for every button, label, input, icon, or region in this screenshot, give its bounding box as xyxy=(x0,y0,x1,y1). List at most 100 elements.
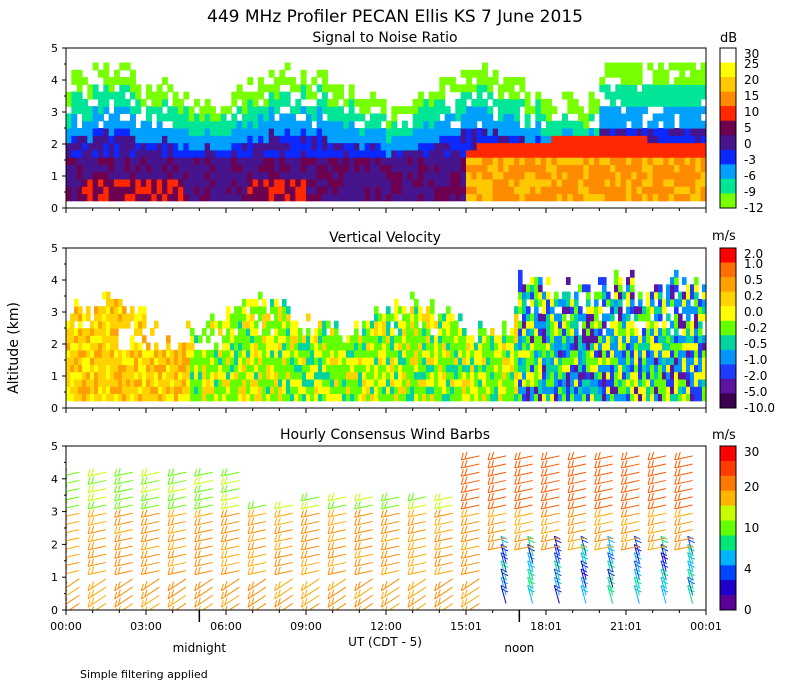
snr-cell xyxy=(87,178,94,187)
snr-cell xyxy=(471,193,478,202)
snr-cell xyxy=(578,128,584,136)
velocity-cell xyxy=(222,364,227,373)
velocity-cell xyxy=(250,298,255,307)
wind-barb-feather xyxy=(91,509,95,517)
velocity-cell xyxy=(514,313,519,322)
snr-cell xyxy=(663,164,670,173)
snr-cell xyxy=(66,120,72,129)
velocity-cell xyxy=(398,357,403,365)
velocity-cell xyxy=(634,342,639,351)
velocity-cell xyxy=(426,328,431,336)
snr-cell xyxy=(455,171,462,180)
snr-cell xyxy=(423,186,430,195)
velocity-cell xyxy=(498,393,503,402)
velocity-cell xyxy=(182,386,187,395)
velocity-cell xyxy=(342,386,347,395)
snr-cell xyxy=(418,135,424,144)
wind-barb-feather xyxy=(460,600,464,608)
snr-cell xyxy=(631,106,638,115)
wind-barb-feather xyxy=(117,533,121,542)
velocity-cell xyxy=(514,320,519,329)
velocity-cell xyxy=(94,328,99,336)
velocity-cell xyxy=(566,328,571,336)
velocity-cell xyxy=(390,393,395,402)
velocity-cell xyxy=(66,371,71,380)
snr-cell xyxy=(188,178,195,187)
snr-cell xyxy=(375,142,382,151)
velocity-cell xyxy=(330,393,335,402)
wind-barb-feather xyxy=(411,550,415,558)
snr-cell xyxy=(316,164,323,173)
snr-cell xyxy=(572,128,579,136)
snr-cell xyxy=(439,149,446,158)
snr-cell xyxy=(210,106,216,115)
velocity-cell xyxy=(478,386,483,395)
snr-cell xyxy=(604,91,611,100)
velocity-cell xyxy=(354,364,359,373)
velocity-cell xyxy=(438,342,443,351)
velocity-cell xyxy=(114,364,119,373)
velocity-cell xyxy=(590,342,595,351)
snr-cell xyxy=(684,113,691,122)
snr-cell xyxy=(546,186,552,195)
wind-barb xyxy=(194,586,213,600)
velocity-cell xyxy=(274,371,279,380)
snr-cell xyxy=(599,186,606,195)
snr-cell xyxy=(578,113,584,122)
snr-cell xyxy=(690,193,696,202)
snr-cell xyxy=(178,113,184,122)
velocity-cell xyxy=(210,393,215,402)
wind-barb xyxy=(167,545,187,551)
snr-cell xyxy=(268,135,275,144)
wind-barb xyxy=(647,504,667,510)
velocity-cell xyxy=(138,371,143,380)
wind-barb-feather xyxy=(434,559,438,567)
velocity-cell xyxy=(530,386,535,395)
velocity-cell xyxy=(334,393,339,402)
velocity-cell xyxy=(698,371,703,380)
velocity-cell xyxy=(626,306,631,315)
wind-barb-feather xyxy=(274,600,278,608)
wind-barb xyxy=(434,578,453,592)
wind-barb xyxy=(87,488,107,494)
velocity-cell xyxy=(286,342,291,351)
snr-cell xyxy=(647,128,654,136)
wind-barb-feather xyxy=(327,510,331,518)
wind-barb-feather xyxy=(331,509,335,517)
velocity-cell xyxy=(410,386,415,395)
snr-cell xyxy=(178,193,184,202)
velocity-cell xyxy=(506,335,511,344)
colorbar-swatch xyxy=(720,262,736,278)
snr-cell xyxy=(396,171,403,180)
velocity-cell xyxy=(106,393,111,402)
snr-cell xyxy=(519,171,526,180)
snr-cell xyxy=(263,106,270,115)
wind-barb xyxy=(407,504,427,510)
velocity-cell xyxy=(150,349,155,358)
velocity-cell xyxy=(506,349,511,358)
wind-barb-feather xyxy=(114,526,118,534)
snr-cell xyxy=(636,193,643,202)
snr-cell xyxy=(572,106,579,115)
wind-barb-feather xyxy=(274,518,278,526)
velocity-cell xyxy=(74,364,79,373)
wind-barb-feather xyxy=(540,477,544,485)
velocity-cell xyxy=(94,313,99,322)
wind-barb-feather xyxy=(224,525,228,533)
velocity-cell xyxy=(234,320,239,329)
snr-cell xyxy=(178,164,184,173)
snr-cell xyxy=(503,113,510,122)
snr-cell xyxy=(658,178,664,187)
velocity-cell xyxy=(118,378,123,387)
velocity-cell xyxy=(566,306,571,315)
velocity-cell xyxy=(650,342,655,351)
velocity-cell xyxy=(522,298,527,307)
velocity-cell xyxy=(414,328,419,336)
wind-barb xyxy=(607,552,614,571)
velocity-cell xyxy=(70,364,75,373)
velocity-cell xyxy=(66,386,71,395)
snr-cell xyxy=(450,193,456,202)
snr-cell xyxy=(556,149,563,158)
snr-cell xyxy=(631,113,638,122)
snr-cell xyxy=(434,186,440,195)
